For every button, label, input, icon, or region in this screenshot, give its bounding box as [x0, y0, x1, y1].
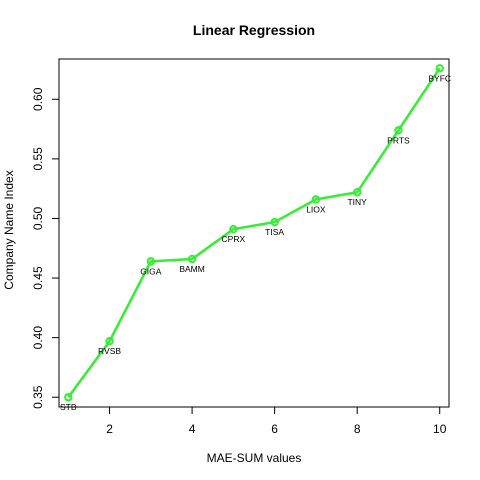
data-point-label: BAMM [179, 264, 205, 274]
y-axis: 0.35 0.40 0.45 0.50 0.55 0.60 [31, 87, 60, 409]
y-tick-label: 0.55 [31, 147, 45, 171]
chart-title: Linear Regression [193, 22, 315, 38]
data-point [352, 188, 362, 197]
data-point [435, 64, 444, 73]
data-point-label: CPRX [222, 234, 246, 244]
data-point [105, 337, 114, 346]
x-tick-label: 10 [433, 422, 447, 436]
series-line [67, 67, 441, 398]
x-tick-label: 8 [354, 422, 361, 436]
data-point-label: BYFC [428, 73, 451, 83]
data-point [187, 254, 197, 264]
y-tick-label: 0.50 [31, 206, 45, 230]
data-point [64, 393, 73, 402]
data-point-label: TINY [347, 197, 367, 207]
data-point-label: GIGA [140, 266, 162, 276]
y-tick-label: 0.60 [31, 87, 45, 111]
x-axis: 2 4 6 8 10 [106, 406, 447, 436]
x-tick-label: 2 [106, 422, 113, 436]
data-point-label: PRTS [387, 135, 410, 145]
y-tick-label: 0.45 [31, 266, 45, 290]
x-tick-label: 6 [271, 422, 278, 436]
x-axis-label: MAE-SUM values [207, 451, 302, 465]
data-point-label: LIOX [306, 204, 326, 214]
y-tick-label: 0.35 [31, 385, 45, 409]
x-tick-label: 4 [189, 422, 196, 436]
data-point [394, 126, 403, 135]
data-point-label: TISA [265, 227, 284, 237]
series-layer: STB RVSB GIGA BAMM CPRX TISA LIOX TINY PRTS BYFC [60, 64, 451, 412]
data-point [311, 195, 321, 204]
data-point [270, 217, 279, 227]
data-point-label: RVSB [98, 346, 121, 356]
data-point-label: STB [60, 402, 77, 412]
y-tick-label: 0.40 [31, 326, 45, 350]
y-axis-label: Company Name Index [2, 170, 16, 289]
data-point [146, 257, 156, 266]
data-point [229, 224, 238, 234]
